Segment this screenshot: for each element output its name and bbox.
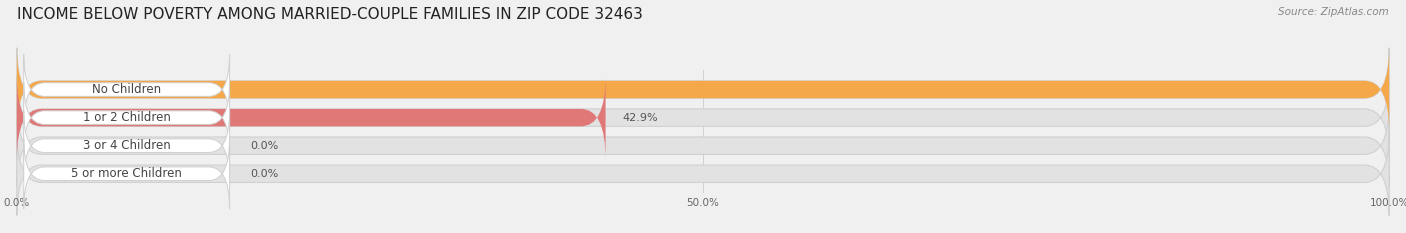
FancyBboxPatch shape (17, 104, 1389, 188)
FancyBboxPatch shape (24, 82, 229, 153)
Text: 3 or 4 Children: 3 or 4 Children (83, 139, 170, 152)
FancyBboxPatch shape (17, 76, 1389, 159)
Text: 5 or more Children: 5 or more Children (72, 167, 183, 180)
FancyBboxPatch shape (17, 132, 1389, 216)
FancyBboxPatch shape (17, 48, 1389, 131)
Text: 1 or 2 Children: 1 or 2 Children (83, 111, 170, 124)
Text: No Children: No Children (91, 83, 162, 96)
FancyBboxPatch shape (17, 76, 606, 159)
FancyBboxPatch shape (24, 138, 229, 209)
FancyBboxPatch shape (24, 54, 229, 125)
Text: INCOME BELOW POVERTY AMONG MARRIED-COUPLE FAMILIES IN ZIP CODE 32463: INCOME BELOW POVERTY AMONG MARRIED-COUPL… (17, 7, 643, 22)
FancyBboxPatch shape (17, 48, 1389, 131)
Text: 42.9%: 42.9% (621, 113, 658, 123)
Text: 0.0%: 0.0% (250, 141, 278, 151)
Text: Source: ZipAtlas.com: Source: ZipAtlas.com (1278, 7, 1389, 17)
FancyBboxPatch shape (24, 110, 229, 181)
Text: 0.0%: 0.0% (250, 169, 278, 179)
